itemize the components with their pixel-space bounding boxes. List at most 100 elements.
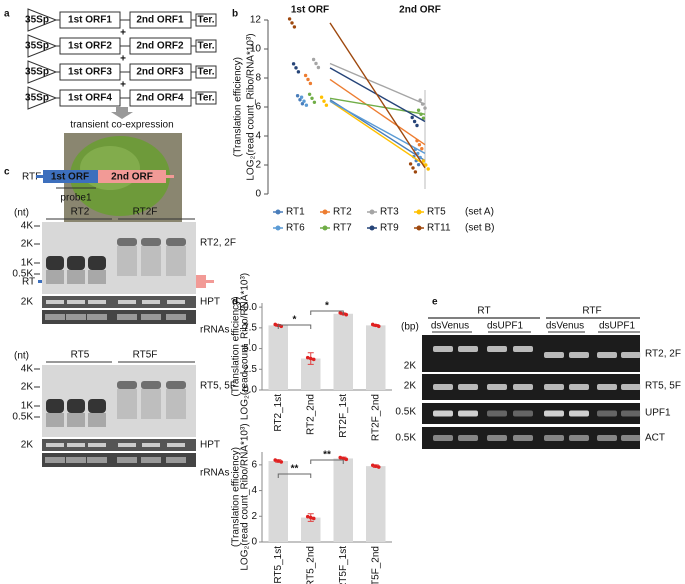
size-marker: 2K (21, 297, 34, 308)
label: 35Sp (25, 67, 49, 78)
promoter (27, 34, 58, 58)
label: 35Sp (25, 15, 49, 26)
replicate-dot (305, 514, 310, 519)
terminator-box (195, 91, 217, 105)
group-label: RT (477, 306, 490, 317)
blot-band (141, 457, 161, 463)
unit-label: (nt) (14, 208, 29, 219)
blot-band (87, 457, 107, 463)
gel-band (544, 410, 564, 417)
bar (301, 517, 321, 542)
blot-band (66, 314, 86, 320)
gel-band (544, 352, 564, 358)
gel-band (597, 435, 617, 441)
y-axis-label: LOG₂(read count_Ribo/RNA*10³) (240, 423, 251, 570)
blot-smear (67, 270, 85, 284)
data-point (291, 62, 296, 66)
gel-band (433, 346, 453, 352)
gel-band (433, 384, 453, 390)
band-label: RT5, 5F (200, 381, 236, 392)
data-point (412, 119, 417, 124)
blot-band (88, 256, 106, 270)
y-axis-label: (Translation efficiency) (231, 296, 242, 396)
row-label: RT5, 5F (645, 381, 681, 392)
treatment-label: dsVenus (546, 321, 584, 332)
legend-label: RT11 (427, 223, 451, 234)
data-point (415, 123, 419, 128)
label: 35Sp (25, 41, 49, 52)
replicate-dot (373, 464, 378, 468)
replicate-dot (338, 455, 343, 460)
blot-smear (141, 246, 161, 276)
label: Ter. (197, 67, 214, 78)
panel-label: a (4, 9, 10, 20)
legend-swatch (369, 225, 375, 231)
blot-smear (88, 270, 106, 284)
y-tick-label: 0 (255, 189, 261, 200)
gel-band (621, 384, 641, 390)
blot-smear (166, 389, 186, 419)
data-point (415, 139, 419, 143)
gel-image (422, 403, 640, 424)
significance-bracket (310, 310, 344, 315)
data-point (312, 100, 317, 105)
data-point (410, 115, 414, 120)
size-marker: 2K (21, 382, 34, 393)
blot-band (166, 314, 186, 320)
bar (301, 358, 321, 390)
blot-band (141, 314, 161, 320)
replicate-dot (341, 456, 346, 461)
x-tick-label: RT2_1st (273, 394, 284, 432)
blot-band (67, 300, 85, 304)
bar (268, 325, 288, 390)
blot-band (46, 300, 64, 304)
significance-label: * (325, 301, 329, 312)
blot-band (88, 300, 106, 304)
data-point (420, 147, 424, 151)
replicate-dot (344, 457, 349, 462)
label: 35Sp (25, 93, 49, 104)
promoter (27, 86, 58, 110)
orf-box (129, 63, 192, 81)
blot-band (166, 381, 186, 389)
series-line (329, 22, 426, 169)
data-point (416, 151, 420, 156)
significance-label: * (293, 315, 297, 326)
size-marker: 0.5K (395, 407, 416, 418)
legend-label: RT9 (380, 223, 399, 234)
utr (36, 175, 43, 178)
label: Ter. (197, 41, 214, 52)
data-point (300, 102, 305, 106)
significance-label: ** (291, 464, 299, 475)
gel-band (458, 410, 478, 417)
blot-band (66, 457, 86, 463)
data-point (423, 106, 427, 110)
row-label: RT2, 2F (645, 349, 681, 360)
blot-band (88, 399, 106, 413)
y-axis-label: LOG₂(read count_Ribo/RNA*10³) (240, 273, 251, 420)
construct-name: RT (22, 277, 35, 288)
promoter (27, 60, 58, 84)
data-point (420, 102, 425, 106)
gel-band (513, 410, 533, 417)
replicate-dot (373, 323, 378, 328)
data-point (287, 17, 292, 21)
label: 1st ORF1 (68, 15, 112, 26)
replicate-dot (344, 312, 349, 317)
gel-band (569, 384, 589, 390)
lane-label: RT2F (133, 207, 158, 218)
data-point (299, 95, 304, 99)
significance-bracket (277, 473, 312, 478)
data-point (324, 103, 329, 107)
panel-label: e (432, 297, 438, 308)
unit-label: (nt) (14, 351, 29, 362)
blot-band (117, 314, 137, 320)
blot-band (46, 399, 64, 413)
data-point (413, 170, 418, 174)
replicate-dot (273, 322, 278, 327)
replicate-dot (311, 357, 316, 362)
blot-band (46, 443, 64, 447)
gel-band (513, 435, 533, 441)
control-label: HPT (200, 297, 220, 308)
label: 2nd ORF1 (136, 15, 184, 26)
